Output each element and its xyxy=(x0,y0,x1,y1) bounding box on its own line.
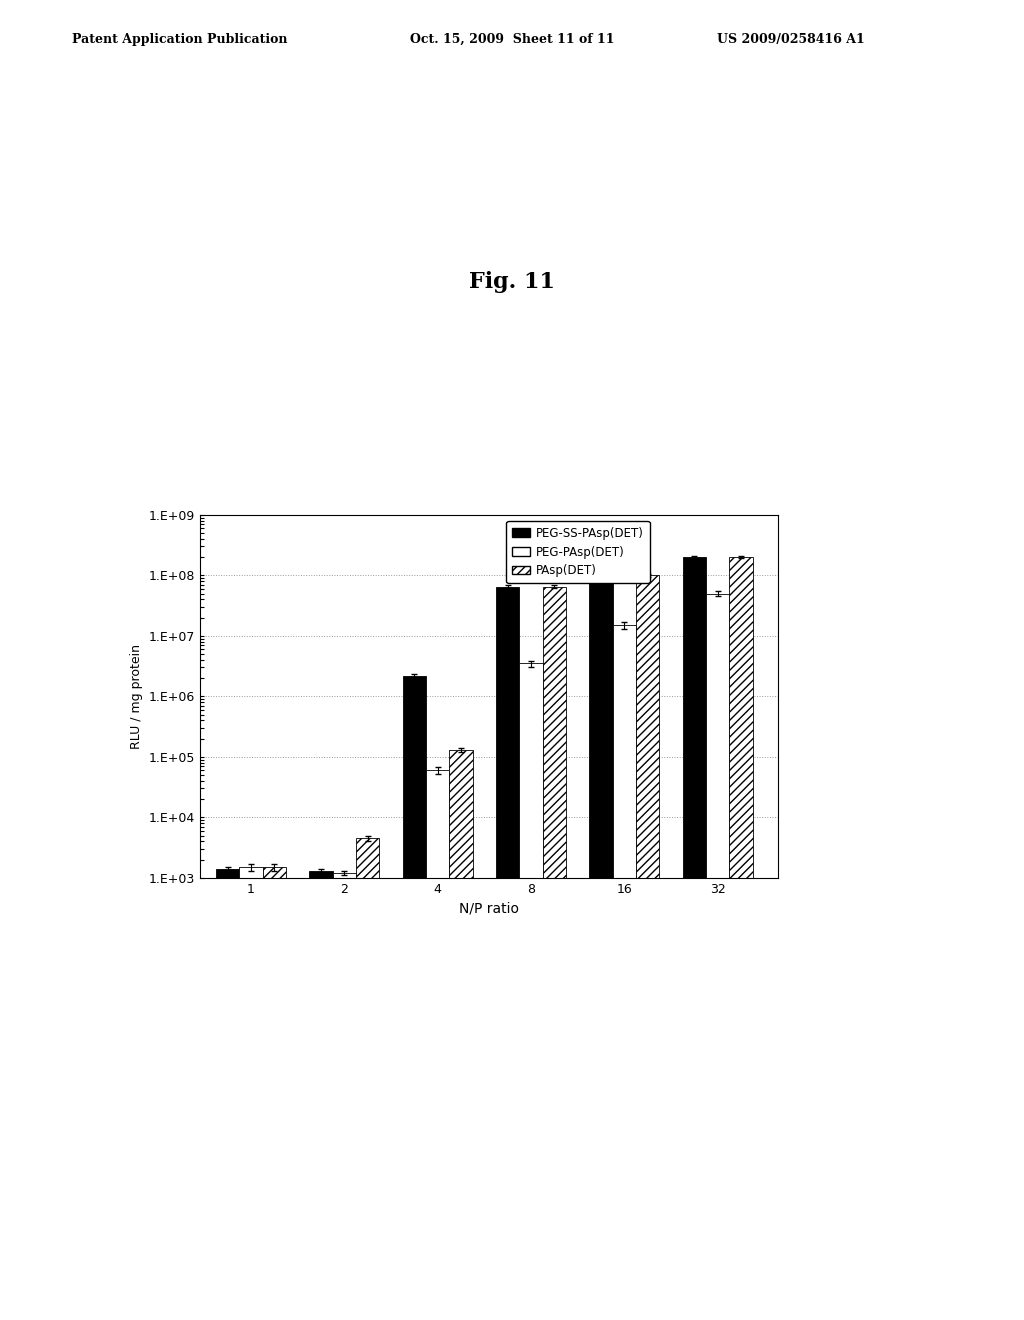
Bar xyxy=(309,871,333,1320)
Bar xyxy=(216,869,240,1320)
Bar xyxy=(612,626,636,1320)
Bar xyxy=(240,867,263,1320)
X-axis label: N/P ratio: N/P ratio xyxy=(459,902,519,915)
Bar xyxy=(729,557,753,1320)
Text: Patent Application Publication: Patent Application Publication xyxy=(72,33,287,46)
Bar xyxy=(496,586,519,1320)
Bar xyxy=(589,576,612,1320)
Bar xyxy=(450,750,473,1320)
Bar xyxy=(683,557,706,1320)
Bar xyxy=(402,676,426,1320)
Bar xyxy=(356,838,379,1320)
Bar xyxy=(636,576,659,1320)
Bar xyxy=(333,873,356,1320)
Bar xyxy=(543,586,566,1320)
Text: Oct. 15, 2009  Sheet 11 of 11: Oct. 15, 2009 Sheet 11 of 11 xyxy=(410,33,614,46)
Y-axis label: RLU / mg protein: RLU / mg protein xyxy=(130,644,143,748)
Bar xyxy=(519,664,543,1320)
Legend: PEG-SS-PAsp(DET), PEG-PAsp(DET), PAsp(DET): PEG-SS-PAsp(DET), PEG-PAsp(DET), PAsp(DE… xyxy=(507,520,649,583)
Bar xyxy=(263,867,286,1320)
Text: Fig. 11: Fig. 11 xyxy=(469,271,555,293)
Text: US 2009/0258416 A1: US 2009/0258416 A1 xyxy=(717,33,864,46)
Bar xyxy=(706,594,729,1320)
Bar xyxy=(426,771,450,1320)
